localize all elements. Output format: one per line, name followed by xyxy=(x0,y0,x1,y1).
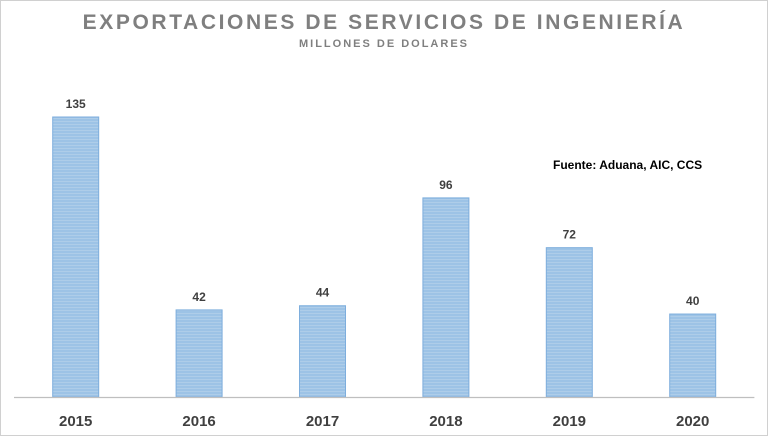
x-tick-label-2019: 2019 xyxy=(553,413,586,430)
source-annotation: Fuente: Aduana, AIC, CCS xyxy=(553,158,703,172)
x-tick-label-2018: 2018 xyxy=(429,413,462,430)
data-label-2018: 96 xyxy=(439,178,453,192)
bar-2018 xyxy=(422,197,470,398)
x-tick-label-2017: 2017 xyxy=(306,413,339,430)
bar-2015 xyxy=(52,116,100,398)
data-label-2019: 72 xyxy=(563,228,577,242)
data-label-2017: 44 xyxy=(316,286,330,300)
x-tick-label-2015: 2015 xyxy=(59,413,92,430)
bar-2019 xyxy=(545,247,593,398)
bar-2017 xyxy=(299,305,346,398)
data-label-2020: 40 xyxy=(686,294,700,308)
x-tick-label-2016: 2016 xyxy=(182,413,215,430)
data-label-2016: 42 xyxy=(192,290,206,304)
chart-title: EXPORTACIONES DE SERVICIOS DE INGENIERÍA xyxy=(82,11,686,34)
bar-2020 xyxy=(669,313,717,398)
data-label-2015: 135 xyxy=(66,97,86,111)
chart-subtitle: MILLONES DE DOLARES xyxy=(298,38,469,50)
bar-2016 xyxy=(175,309,223,398)
x-tick-label-2020: 2020 xyxy=(676,413,709,430)
